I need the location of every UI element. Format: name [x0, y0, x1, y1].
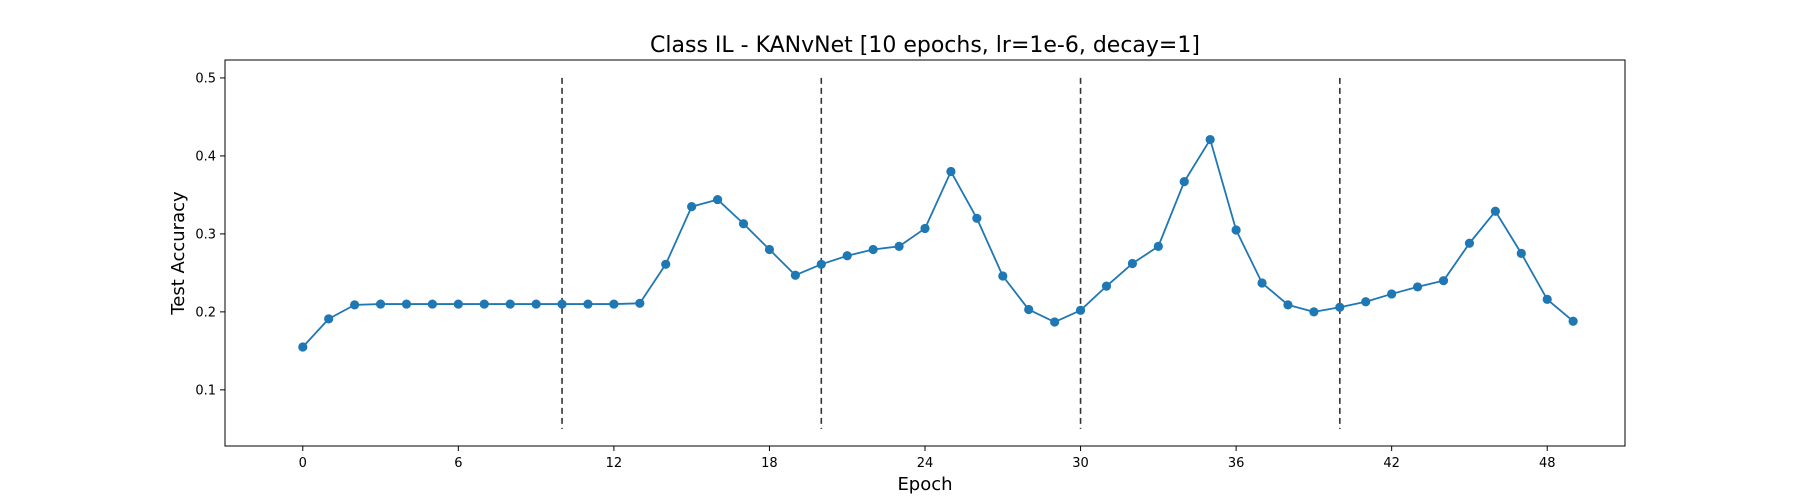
task-boundary-lines [561, 77, 1341, 429]
data-point [764, 244, 775, 255]
data-point [1075, 305, 1086, 315]
data-point [816, 259, 826, 269]
data-point [1361, 297, 1371, 307]
data-point [1438, 276, 1449, 286]
data-point [1309, 307, 1319, 317]
data-point [1205, 134, 1215, 145]
x-tick-label: 42 [1383, 456, 1400, 471]
data-point [1490, 206, 1500, 216]
x-tick-label: 18 [761, 456, 778, 471]
x-tick-label: 48 [1539, 456, 1556, 471]
data-point [583, 299, 593, 309]
data-point [609, 299, 619, 309]
data-point [557, 299, 567, 309]
y-tick-label: 0.4 [195, 149, 216, 164]
data-point [1101, 281, 1112, 291]
x-tick-label: 6 [454, 456, 462, 471]
data-point [1153, 241, 1163, 251]
data-point [1516, 248, 1526, 258]
data-point [1568, 316, 1578, 326]
chart-title: Class IL - KANvNet [10 epochs, lr=1e-6, … [650, 33, 1200, 58]
data-point [1335, 302, 1345, 312]
data-point [1464, 238, 1475, 248]
data-point [324, 314, 334, 324]
data-point [1127, 258, 1138, 269]
data-point [894, 241, 904, 251]
y-tick-label: 0.5 [195, 71, 216, 86]
data-point [1179, 177, 1189, 187]
y-tick-label: 0.2 [195, 305, 216, 320]
data-point [972, 213, 982, 223]
x-tick-label: 24 [917, 456, 934, 471]
data-point [1024, 304, 1034, 315]
x-tick-label: 36 [1228, 456, 1245, 471]
data-point [1542, 294, 1552, 304]
x-axis-label: Epoch [897, 474, 952, 495]
data-point [790, 270, 800, 280]
data-point [946, 166, 956, 177]
data-point [1283, 300, 1293, 310]
data-point [531, 299, 541, 309]
data-point [738, 219, 749, 229]
data-point [712, 194, 723, 205]
data-point [635, 298, 645, 308]
data-point [479, 299, 489, 309]
data-point [920, 223, 930, 234]
data-point [453, 299, 463, 309]
y-axis-label: Test Accuracy [168, 191, 189, 316]
data-point [1257, 278, 1267, 288]
data-point [298, 342, 308, 352]
data-point [687, 202, 697, 212]
data-point [1231, 225, 1241, 235]
data-point [350, 300, 360, 310]
data-point [401, 299, 412, 309]
data-point [998, 271, 1008, 281]
y-axis-ticks: 0.1 0.2 0.3 0.4 0.5 [195, 71, 225, 398]
data-point [1412, 282, 1423, 292]
data-point [661, 259, 671, 269]
y-tick-label: 0.1 [195, 383, 216, 398]
y-tick-label: 0.3 [195, 227, 216, 242]
data-point [427, 299, 438, 309]
data-point [1050, 317, 1060, 327]
data-point [375, 299, 386, 309]
series-group [298, 134, 1578, 352]
x-tick-label: 12 [606, 456, 623, 471]
x-tick-label: 0 [299, 456, 307, 471]
data-point [1387, 289, 1397, 299]
x-axis-ticks: 0 6 12 18 24 30 36 42 48 [299, 446, 1556, 471]
data-point [842, 251, 852, 261]
data-point [505, 299, 515, 309]
data-point [868, 244, 878, 255]
x-tick-label: 30 [1072, 456, 1089, 471]
